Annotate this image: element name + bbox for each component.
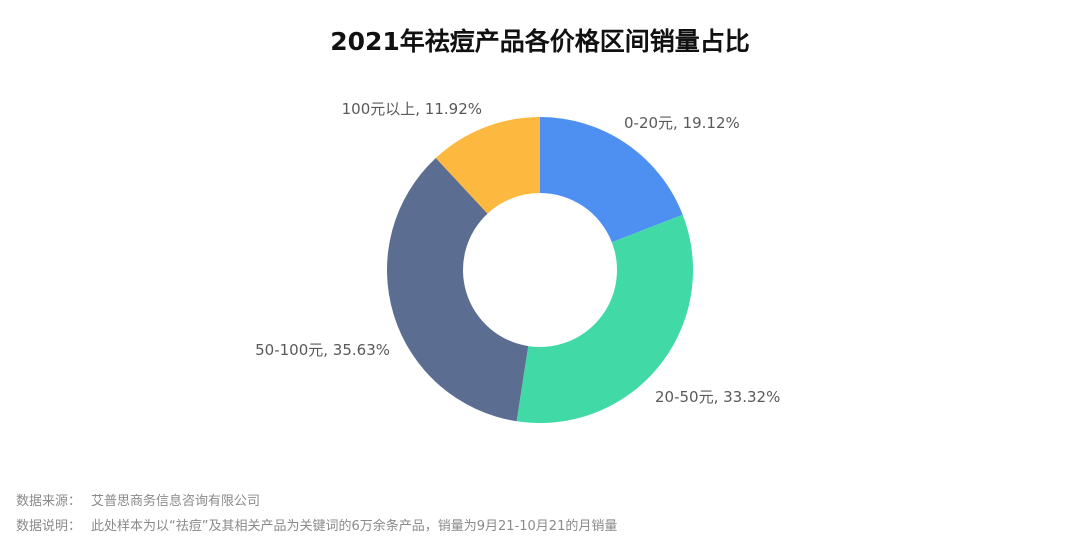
slice-label-2: 20-50元, 33.32% (655, 388, 780, 406)
source-label: 数据来源： (16, 494, 82, 509)
slice-4 (435, 117, 540, 214)
chart-title: 2021年祛痘产品各价格区间销量占比 (330, 27, 750, 56)
note-value: 此处样本为以“祛痘”及其相关产品为关键词的6万余条产品，销量为9月21-10月2… (91, 519, 618, 534)
slice-3 (387, 157, 529, 422)
note-line: 数据说明： 此处样本为以“祛痘”及其相关产品为关键词的6万余条产品，销量为9月21… (16, 515, 617, 534)
slice-labels: 0-20元, 19.12% 20-50元, 33.32% 50-100元, 35.6… (255, 100, 780, 406)
slice-label-3: 50-100元, 35.63% (255, 341, 390, 359)
source-line: 数据来源： 艾普思商务信息咨询有限公司 (16, 490, 260, 509)
slice-2 (516, 214, 693, 423)
slice-label-4: 100元以上, 11.92% (342, 100, 482, 118)
slice-label-1: 0-20元, 19.12% (624, 114, 740, 132)
source-value: 艾普思商务信息咨询有限公司 (91, 494, 261, 509)
slice-1 (540, 117, 683, 243)
note-label: 数据说明： (16, 519, 82, 534)
donut-slices (387, 117, 693, 423)
